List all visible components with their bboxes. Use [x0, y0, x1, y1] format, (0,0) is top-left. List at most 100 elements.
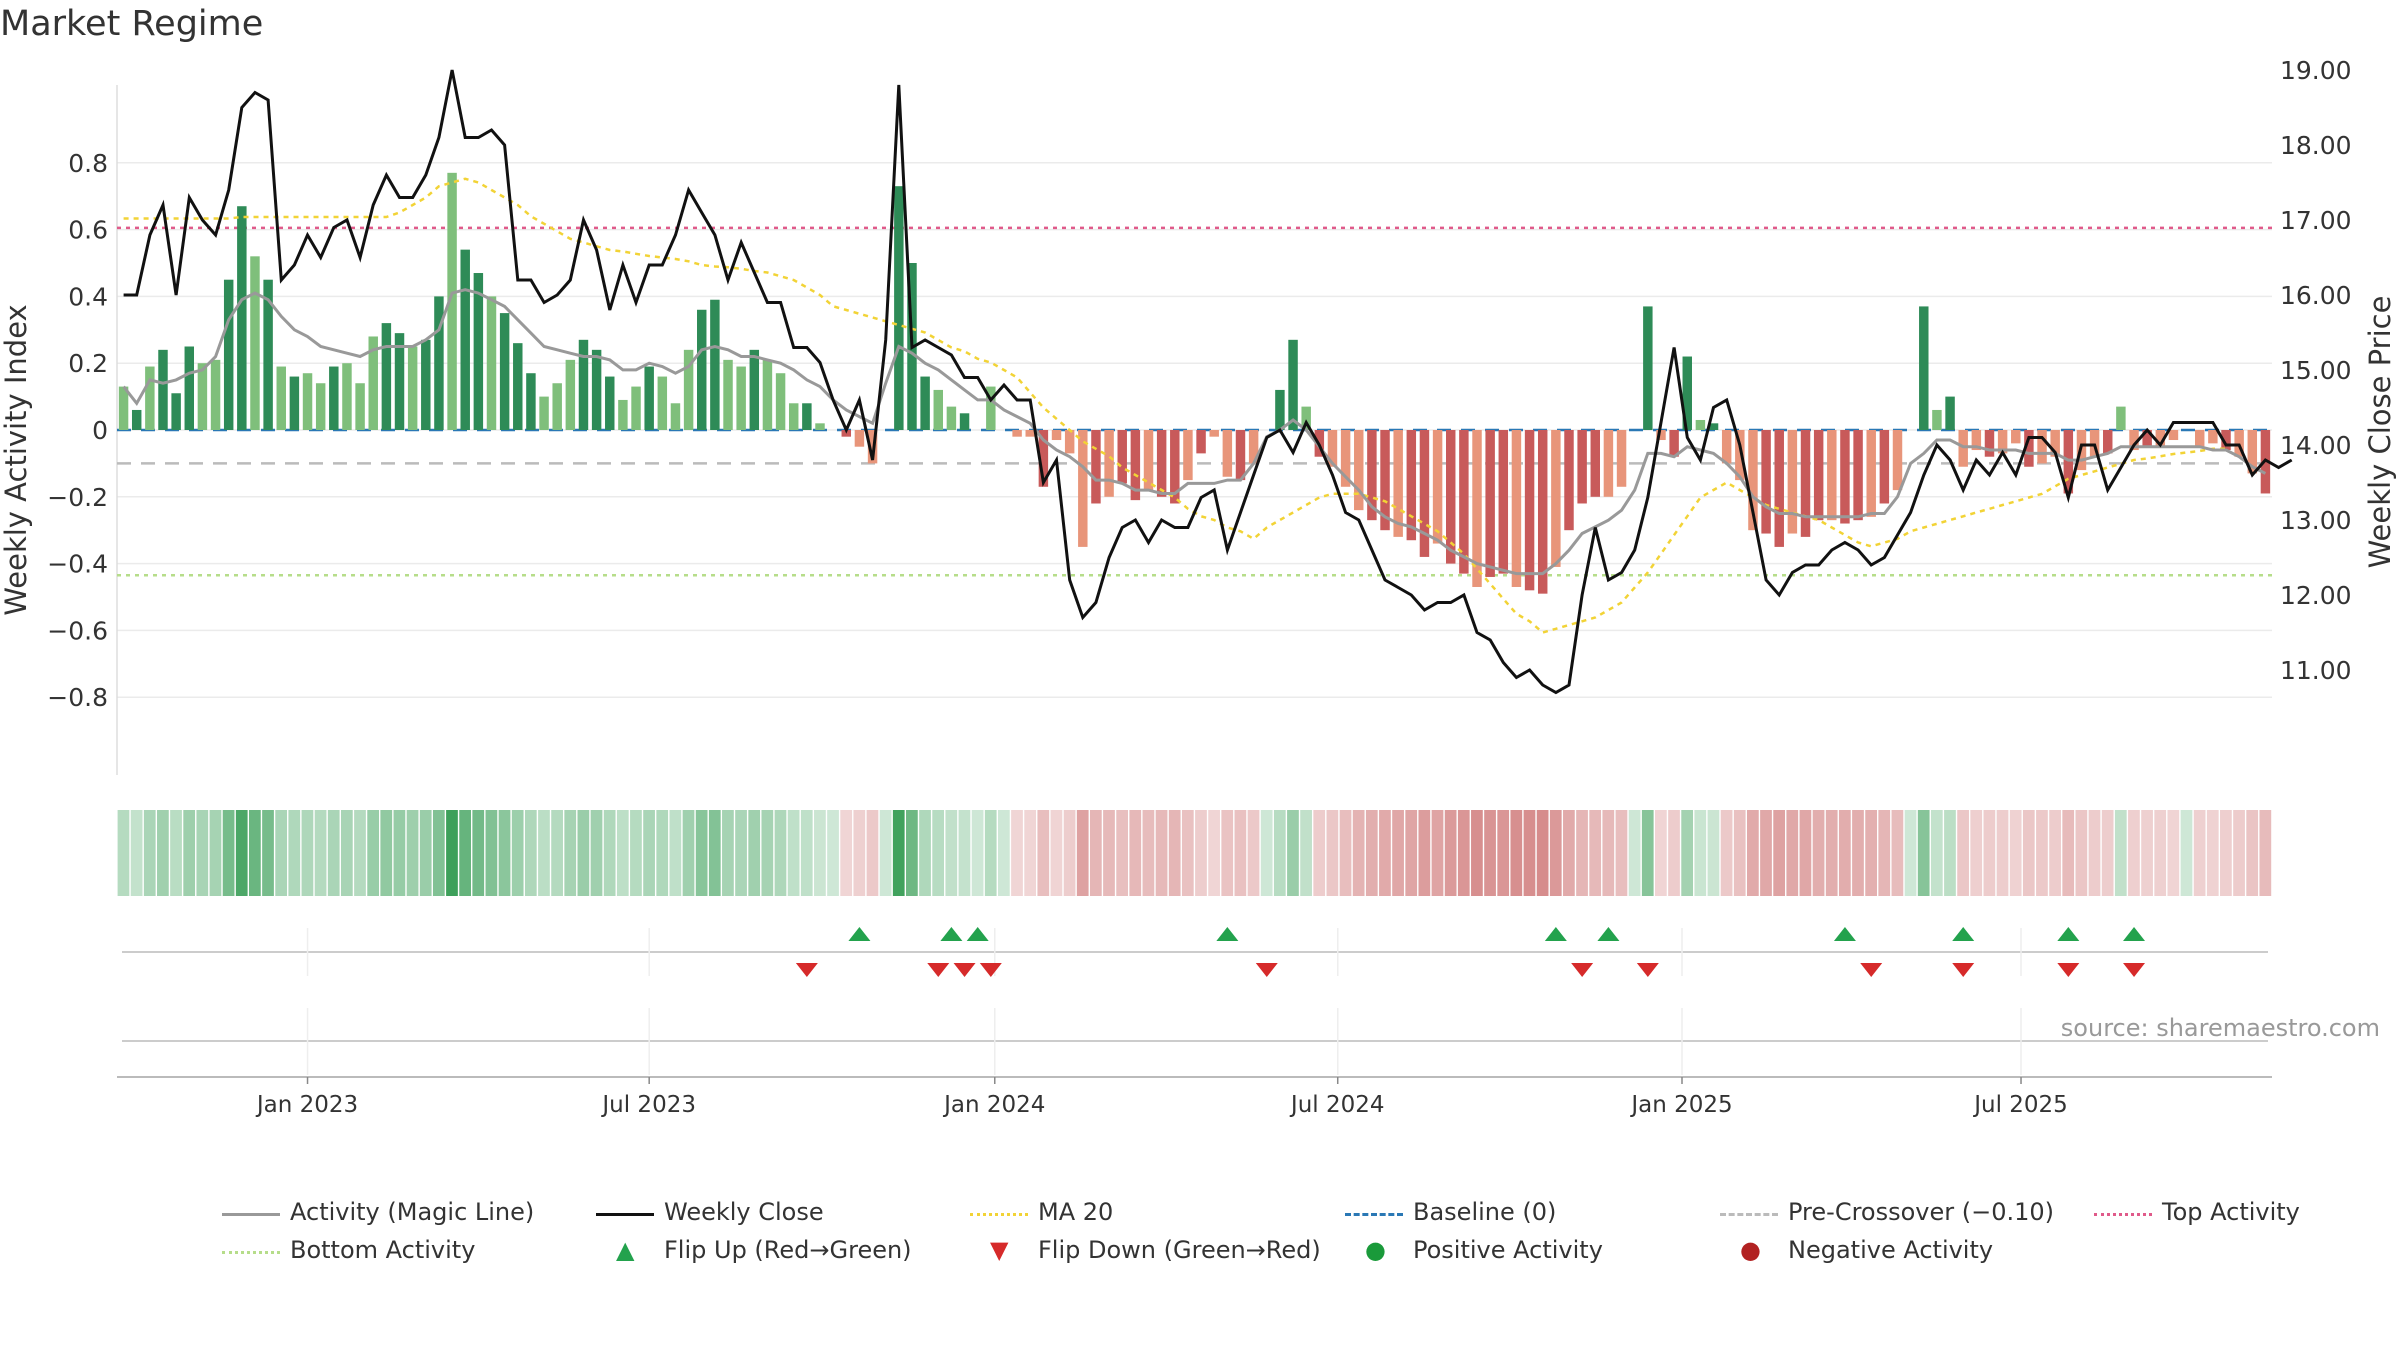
activity-bar — [1367, 430, 1377, 521]
strip-cell — [853, 810, 866, 896]
activity-bar — [788, 403, 799, 430]
activity-bar — [2050, 430, 2060, 457]
activity-bar — [355, 383, 365, 430]
legend-label: Positive Activity — [1413, 1236, 1603, 1264]
strip-cell — [340, 810, 353, 896]
activity-bar — [723, 359, 733, 430]
strip-cell — [1957, 810, 1969, 896]
activity-bar — [1288, 339, 1298, 430]
legend-label: Top Activity — [2162, 1198, 2300, 1226]
strip-cell — [1365, 810, 1378, 896]
activity-bar — [118, 386, 129, 430]
activity-bar — [552, 383, 562, 430]
legend-label: Weekly Close — [664, 1198, 824, 1226]
activity-bar — [631, 386, 641, 430]
strip-cell — [511, 810, 524, 896]
strip-cell — [1852, 810, 1864, 896]
left-tick-label: −0.2 — [47, 483, 108, 512]
strip-cell — [1037, 810, 1050, 896]
activity-bar — [1498, 430, 1509, 574]
legend-swatch — [970, 1213, 1028, 1216]
strip-cell — [2036, 810, 2048, 896]
strip-cell — [249, 810, 261, 896]
activity-bar — [1038, 430, 1049, 487]
legend-swatch — [1720, 1213, 1778, 1216]
legend-marker: ▼ — [990, 1236, 1009, 1264]
activity-bar — [539, 396, 549, 430]
x-tick-label: Jul 2024 — [1289, 1092, 1385, 1118]
activity-bar — [1800, 430, 1811, 537]
strip-cell — [1970, 810, 1983, 896]
strip-cell — [1076, 810, 1089, 896]
strip-cell — [446, 810, 458, 896]
strip-cell — [538, 810, 550, 896]
strip-cell — [892, 810, 905, 896]
activity-bar — [1354, 430, 1364, 511]
strip-cell — [1510, 810, 1523, 896]
right-tick-label: 14.00 — [2280, 431, 2352, 460]
strip-cell — [1655, 810, 1667, 896]
strip-cell — [695, 810, 708, 896]
strip-cell — [1497, 810, 1510, 896]
activity-bar — [1406, 430, 1417, 541]
strip-cell — [971, 810, 984, 896]
strip-cell — [2154, 810, 2167, 896]
activity-bar — [697, 309, 707, 430]
activity-bar — [223, 279, 234, 430]
regime-strip — [117, 810, 2272, 896]
strip-cell — [590, 810, 603, 896]
strip-cell — [432, 810, 445, 896]
activity-bar — [381, 323, 392, 430]
activity-bar — [2103, 430, 2113, 454]
strip-cell — [2128, 810, 2140, 896]
strip-cell — [1326, 810, 1339, 896]
strip-cell — [932, 810, 945, 896]
strip-cell — [1707, 810, 1720, 896]
strip-cell — [1786, 810, 1799, 896]
activity-bar — [644, 366, 654, 430]
left-y-axis-label: Weekly Activity Index — [0, 304, 33, 615]
strip-cell — [1628, 810, 1641, 896]
activity-bar — [1919, 306, 1929, 430]
legend-marker: ▲ — [616, 1236, 635, 1264]
strip-cell — [1142, 810, 1155, 896]
left-tick-label: −0.6 — [47, 616, 108, 645]
activity-bar — [1866, 430, 1876, 517]
activity-bar — [670, 403, 681, 430]
left-tick-label: 0.2 — [68, 349, 108, 378]
strip-cell — [997, 810, 1010, 896]
market-regime-chart: 0.8 0.6 0.4 0.2 0 −0.2 −0.4 −0.6 −0.8 19.00 18.00… — [0, 56, 2397, 1118]
strip-cell — [2193, 810, 2206, 896]
activity-bar — [2142, 430, 2152, 447]
legend: Activity (Magic Line) Weekly Close MA 20 Ba… — [0, 1198, 2400, 1278]
right-tick-label: 11.00 — [2280, 656, 2352, 685]
activity-bar — [1459, 430, 1469, 574]
activity-bar — [1853, 430, 1863, 521]
activity-bar — [1012, 430, 1022, 437]
activity-bar — [1813, 430, 1824, 521]
strip-cell — [196, 810, 209, 896]
strip-cell — [1273, 810, 1286, 896]
strip-cell — [1720, 810, 1733, 896]
strip-cell — [1431, 810, 1444, 896]
activity-bar — [2129, 430, 2139, 451]
activity-bar — [946, 406, 957, 430]
activity-bar — [513, 343, 523, 430]
strip-cell — [1904, 810, 1917, 896]
activity-bar — [1656, 430, 1666, 441]
flip-up-marker — [1952, 927, 1975, 941]
strip-cell — [406, 810, 419, 896]
activity-bar — [237, 206, 247, 430]
activity-bar — [1340, 430, 1351, 487]
activity-bar — [1511, 430, 1522, 587]
activity-bar — [2194, 430, 2205, 447]
activity-bar — [1774, 430, 1784, 547]
flip-down-marker — [2057, 963, 2080, 977]
activity-bar — [2234, 430, 2244, 457]
flip-up-marker — [848, 927, 871, 941]
activity-bar — [302, 373, 313, 430]
legend-label: Flip Down (Green→Red) — [1038, 1236, 1321, 1264]
strip-cell — [1563, 810, 1575, 896]
activity-bar — [1669, 430, 1679, 457]
flip-down-marker — [795, 963, 818, 977]
